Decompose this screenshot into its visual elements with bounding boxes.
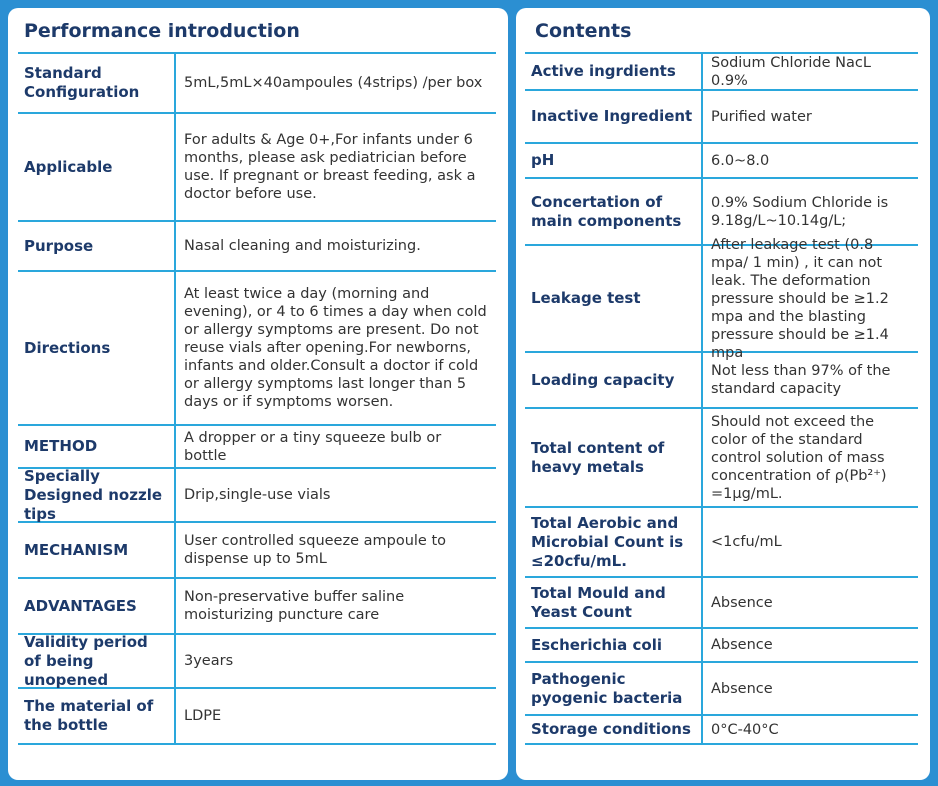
cell-value: 6.0~8.0 bbox=[711, 152, 770, 169]
table-row: Escherichia coli Absence bbox=[525, 629, 918, 663]
cell-value: 3years bbox=[184, 653, 234, 669]
table-row: Specially Designed nozzle tips Drip,singl… bbox=[18, 467, 496, 523]
cell-value: Not less than 97% of the standard capaci… bbox=[711, 363, 891, 397]
spec-table: Standard Configuration 5mL,5mL×40ampoules… bbox=[18, 52, 496, 745]
cell-label: Pathogenic pyogenic bacteria bbox=[525, 663, 703, 714]
cell-value: LDPE bbox=[184, 708, 222, 724]
cell-label: Concertation of main components bbox=[525, 179, 703, 244]
table-row: ADVANTAGES Non-preservative buffer saline… bbox=[18, 579, 496, 635]
cell-value: Absence bbox=[711, 594, 773, 611]
table-row: The material of the bottle LDPE bbox=[18, 689, 496, 745]
table-row: Total content of heavy metals Should not … bbox=[525, 409, 918, 508]
cell-label: Specially Designed nozzle tips bbox=[18, 467, 176, 523]
cell-label: Leakage test bbox=[525, 246, 703, 351]
contents-table: Active ingrdients Sodium Chloride NacL 0.… bbox=[525, 52, 918, 745]
table-row: Standard Configuration 5mL,5mL×40ampoules… bbox=[18, 54, 496, 114]
cell-value: Absence bbox=[711, 680, 773, 697]
table-row: Inactive Ingredient Purified water bbox=[525, 91, 918, 144]
cell-label: Escherichia coli bbox=[525, 629, 703, 661]
cell-label: Total Aerobic and Microbial Count is ≤20… bbox=[525, 508, 703, 576]
cell-label: ADVANTAGES bbox=[18, 579, 176, 633]
table-row: Concertation of main components 0.9% Sodi… bbox=[525, 179, 918, 246]
table-row: Validity period of being unopened 3years bbox=[18, 633, 496, 689]
cell-value: Non-preservative buffer saline moisturiz… bbox=[184, 589, 405, 623]
cell-label: Inactive Ingredient bbox=[525, 91, 703, 142]
cell-label: Standard Configuration bbox=[18, 54, 176, 112]
table-row: Pathogenic pyogenic bacteria Absence bbox=[525, 663, 918, 716]
cell-label: pH bbox=[525, 144, 703, 177]
cell-value: Should not exceed the color of the stand… bbox=[711, 413, 887, 502]
cell-value: Purified water bbox=[711, 108, 812, 125]
table-row: Loading capacity Not less than 97% of the… bbox=[525, 353, 918, 409]
cell-label: Loading capacity bbox=[525, 353, 703, 407]
table-row: MECHANISM User controlled squeeze ampoule… bbox=[18, 523, 496, 579]
cell-label: Total Mould and Yeast Count bbox=[525, 578, 703, 627]
panel-title: Contents bbox=[535, 20, 632, 42]
cell-value: Absence bbox=[711, 637, 773, 653]
cell-value: 0°C-40°C bbox=[711, 721, 779, 738]
cell-value: A dropper or a tiny squeeze bulb or bott… bbox=[184, 429, 442, 464]
table-row: Total Aerobic and Microbial Count is ≤20… bbox=[525, 508, 918, 578]
table-row: pH 6.0~8.0 bbox=[525, 144, 918, 179]
cell-label: METHOD bbox=[18, 426, 176, 467]
table-row: Active ingrdients Sodium Chloride NacL 0.… bbox=[525, 54, 918, 91]
cell-label: Validity period of being unopened bbox=[18, 633, 176, 689]
cell-value: At least twice a day (morning and evenin… bbox=[184, 286, 487, 410]
cell-label: Total content of heavy metals bbox=[525, 409, 703, 506]
table-row: Purpose Nasal cleaning and moisturizing. bbox=[18, 222, 496, 272]
cell-value: Drip,single-use vials bbox=[184, 487, 331, 503]
cell-value: 5mL,5mL×40ampoules (4strips) /per box bbox=[184, 75, 483, 91]
cell-label: Purpose bbox=[18, 222, 176, 270]
cell-value: After leakage test (0.8 mpa/ 1 min) , it… bbox=[711, 236, 889, 361]
cell-value: User controlled squeeze ampoule to dispe… bbox=[184, 533, 447, 567]
table-row: Applicable For adults & Age 0+,For infant… bbox=[18, 114, 496, 222]
cell-value: Sodium Chloride NacL 0.9% bbox=[711, 54, 871, 89]
right-panel: Contents Active ingrdients Sodium Chlorid… bbox=[516, 8, 930, 780]
table-row: Directions At least twice a day (morning … bbox=[18, 272, 496, 426]
cell-label: Applicable bbox=[18, 114, 176, 220]
cell-label: Active ingrdients bbox=[525, 54, 703, 89]
cell-value: <1cfu/mL bbox=[711, 534, 782, 550]
panel-title: Performance introduction bbox=[24, 20, 300, 42]
table-row: METHOD A dropper or a tiny squeeze bulb o… bbox=[18, 426, 496, 469]
cell-value: Nasal cleaning and moisturizing. bbox=[184, 238, 421, 254]
cell-label: The material of the bottle bbox=[18, 689, 176, 743]
cell-value: For adults & Age 0+,For infants under 6 … bbox=[184, 132, 476, 202]
left-panel: Performance introduction Standard Config… bbox=[8, 8, 508, 780]
cell-label: Directions bbox=[18, 272, 176, 424]
table-row: Total Mould and Yeast Count Absence bbox=[525, 578, 918, 629]
cell-label: MECHANISM bbox=[18, 523, 176, 577]
table-row: Leakage test After leakage test (0.8 mpa/… bbox=[525, 236, 918, 361]
cell-value: 0.9% Sodium Chloride is 9.18g/L~10.14g/L… bbox=[711, 194, 889, 229]
cell-label: Storage conditions bbox=[525, 716, 703, 743]
table-row: Storage conditions 0°C-40°C bbox=[525, 716, 918, 745]
